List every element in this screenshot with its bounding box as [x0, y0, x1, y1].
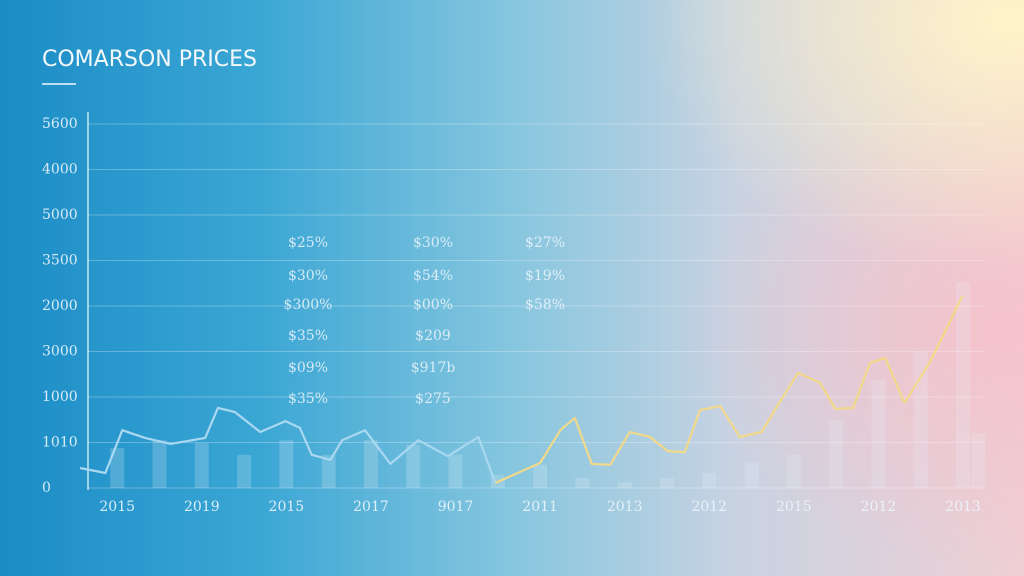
x-tick-label: 2015: [99, 499, 135, 515]
x-tick-label: 2012: [691, 499, 727, 515]
y-tick-label: 0: [42, 480, 51, 496]
chart-title: COMARSON PRICES: [42, 47, 257, 72]
bar: [575, 477, 590, 488]
annotation: $00%: [413, 297, 453, 313]
annotation: $19%: [525, 268, 565, 284]
x-tick-label: 2013: [945, 499, 981, 515]
annotation: $58%: [525, 297, 565, 313]
bar: [829, 420, 844, 488]
bar: [913, 351, 928, 488]
y-tick-label: 5000: [42, 207, 78, 223]
bar: [363, 440, 378, 488]
annotation: $30%: [413, 235, 453, 251]
x-tick-label: 2011: [522, 499, 558, 515]
y-tick-label: 5600: [42, 116, 78, 132]
bar: [744, 462, 759, 488]
bar: [279, 440, 294, 488]
bar: [871, 380, 886, 488]
bar: [406, 444, 421, 488]
bar: [448, 454, 463, 488]
bar: [194, 442, 209, 488]
annotation: $25%: [288, 235, 328, 251]
annotation: $300%: [284, 297, 333, 313]
y-tick-label: 2000: [42, 298, 78, 314]
annotation: $30%: [288, 268, 328, 284]
annotation: $275: [415, 391, 451, 407]
annotation: $09%: [288, 360, 328, 376]
annotation: $917b: [411, 360, 456, 376]
annotation: $35%: [288, 391, 328, 407]
bar: [321, 454, 336, 488]
x-tick-label: 2015: [776, 499, 812, 515]
bar: [237, 454, 252, 488]
annotation: $209: [415, 328, 451, 344]
bar: [533, 464, 548, 488]
annotation: $35%: [288, 328, 328, 344]
bar: [617, 482, 632, 488]
y-tick-label: 1010: [42, 435, 78, 451]
x-tick-label: 2015: [269, 499, 305, 515]
y-tick-label: 1000: [42, 389, 78, 405]
line-series: [494, 295, 964, 485]
bar: [152, 440, 167, 488]
line-series: [79, 406, 497, 484]
annotation: $27%: [525, 235, 565, 251]
y-tick-label: 3500: [42, 253, 78, 269]
bar: [702, 472, 717, 488]
y-tick-label: 4000: [42, 162, 78, 178]
x-tick-label: 2012: [861, 499, 897, 515]
x-tick-label: 9017: [438, 499, 474, 515]
bar: [956, 281, 971, 488]
annotation: $54%: [413, 268, 453, 284]
bar: [971, 432, 986, 488]
bar: [659, 477, 674, 488]
bar: [110, 447, 125, 488]
x-tick-label: 2019: [184, 499, 220, 515]
x-tick-label: 2013: [607, 499, 643, 515]
x-tick-label: 2017: [353, 499, 389, 515]
bar: [786, 454, 801, 488]
y-tick-label: 3000: [42, 344, 78, 360]
